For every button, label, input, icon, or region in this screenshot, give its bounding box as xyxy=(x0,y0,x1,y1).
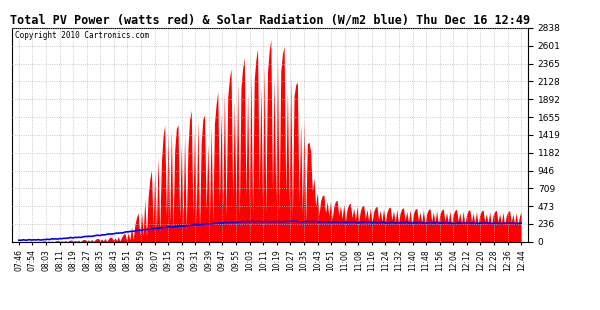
Text: Copyright 2010 Cartronics.com: Copyright 2010 Cartronics.com xyxy=(14,31,149,40)
Title: Total PV Power (watts red) & Solar Radiation (W/m2 blue) Thu Dec 16 12:49: Total PV Power (watts red) & Solar Radia… xyxy=(10,14,530,27)
